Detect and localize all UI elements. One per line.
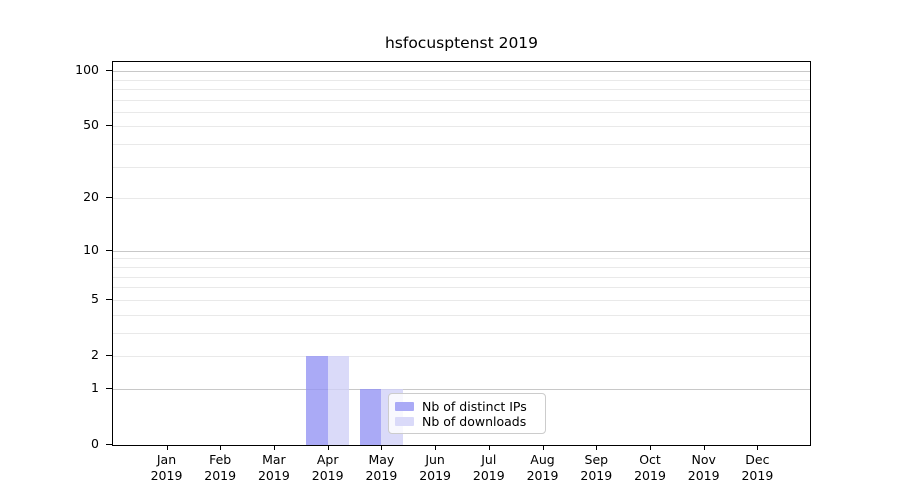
x-tick-label-oct: Oct 2019: [622, 452, 678, 483]
minor-gridline-40: [113, 144, 810, 145]
x-tick-year-nov: 2019: [687, 467, 720, 483]
y-tick-label-2: 2: [91, 347, 99, 362]
major-gridline-100: [113, 71, 810, 72]
minor-gridline-2: [113, 356, 810, 357]
legend: Nb of distinct IPs Nb of downloads: [388, 393, 546, 434]
bar-nb-of-distinct-ips-apr: [306, 356, 328, 445]
minor-gridline-20: [113, 198, 810, 199]
minor-gridline-9: [113, 258, 810, 259]
x-tick-feb: [220, 445, 222, 450]
chart-title: hsfocusptenst 2019: [384, 34, 539, 52]
x-tick-label-dec: Dec 2019: [729, 452, 785, 483]
y-tick-label-5: 5: [91, 291, 99, 306]
x-tick-label-mar: Mar 2019: [246, 452, 302, 483]
x-tick-dec: [757, 445, 759, 450]
x-tick-nov: [703, 445, 705, 450]
x-tick-jun: [435, 445, 437, 450]
minor-gridline-30: [113, 167, 810, 168]
x-tick-label-may: May 2019: [353, 452, 409, 483]
minor-gridline-60: [113, 112, 810, 113]
y-tick-0: [106, 444, 112, 445]
minor-gridline-90: [113, 80, 810, 81]
y-tick-2: [106, 355, 112, 356]
minor-gridline-80: [113, 89, 810, 90]
y-tick-label-0: 0: [91, 436, 99, 451]
x-tick-jan: [166, 445, 168, 450]
x-tick-jul: [488, 445, 490, 450]
legend-row-downloads: Nb of downloads: [395, 413, 537, 429]
y-tick-10: [106, 250, 112, 251]
x-tick-label-aug: Aug 2019: [515, 452, 571, 483]
x-tick-aug: [542, 445, 544, 450]
x-tick-label-apr: Apr 2019: [300, 452, 356, 483]
legend-label-distinct-ips: Nb of distinct IPs: [422, 398, 527, 414]
y-tick-20: [106, 197, 112, 198]
x-tick-label-nov: Nov 2019: [676, 452, 732, 483]
x-tick-year-dec: 2019: [741, 467, 774, 483]
x-tick-year-mar: 2019: [257, 467, 290, 483]
x-tick-year-may: 2019: [365, 467, 398, 483]
x-tick-mar: [273, 445, 275, 450]
minor-gridline-5: [113, 300, 810, 301]
minor-gridline-8: [113, 267, 810, 268]
y-tick-label-10: 10: [83, 242, 99, 257]
x-tick-label-jan: Jan 2019: [139, 452, 195, 483]
minor-gridline-70: [113, 100, 810, 101]
x-tick-year-feb: 2019: [204, 467, 237, 483]
x-tick-label-jun: Jun 2019: [407, 452, 463, 483]
legend-swatch-distinct-ips: [395, 401, 414, 411]
y-tick-1: [106, 388, 112, 389]
bar-nb-of-distinct-ips-may: [359, 388, 382, 445]
legend-swatch-downloads: [395, 416, 414, 426]
minor-gridline-6: [113, 287, 810, 288]
x-tick-sep: [596, 445, 598, 450]
y-tick-label-1: 1: [91, 380, 99, 395]
major-gridline-10: [113, 251, 810, 252]
major-gridline-1: [113, 389, 810, 390]
x-tick-label-feb: Feb 2019: [192, 452, 248, 483]
x-tick-year-aug: 2019: [526, 467, 559, 483]
minor-gridline-4: [113, 315, 810, 316]
x-tick-year-jul: 2019: [472, 467, 505, 483]
y-tick-100: [106, 70, 112, 71]
y-tick-label-20: 20: [83, 189, 99, 204]
gridline-layer: [113, 62, 810, 445]
bar-layer: [113, 62, 810, 445]
x-tick-year-jun: 2019: [419, 467, 451, 483]
y-tick-label-50: 50: [83, 117, 99, 132]
minor-gridline-50: [113, 126, 810, 127]
x-tick-label-sep: Sep 2019: [568, 452, 624, 483]
x-tick-oct: [650, 445, 651, 450]
minor-gridline-3: [113, 333, 810, 334]
x-tick-year-jan: 2019: [150, 467, 183, 483]
minor-gridline-7: [113, 277, 810, 278]
x-tick-label-jul: Jul 2019: [461, 452, 517, 483]
x-tick-may: [381, 445, 383, 450]
bar-nb-of-downloads-apr: [327, 356, 350, 445]
x-tick-year-apr: 2019: [311, 467, 344, 483]
x-tick-year-sep: 2019: [580, 467, 613, 483]
y-tick-label-100: 100: [75, 62, 99, 77]
legend-row-distinct-ips: Nb of distinct IPs: [395, 398, 537, 414]
y-tick-50: [106, 125, 112, 126]
legend-label-downloads: Nb of downloads: [422, 413, 527, 429]
x-tick-apr: [327, 445, 329, 450]
x-tick-year-oct: 2019: [634, 467, 666, 483]
y-tick-5: [106, 299, 112, 300]
plot-area: [112, 61, 811, 446]
